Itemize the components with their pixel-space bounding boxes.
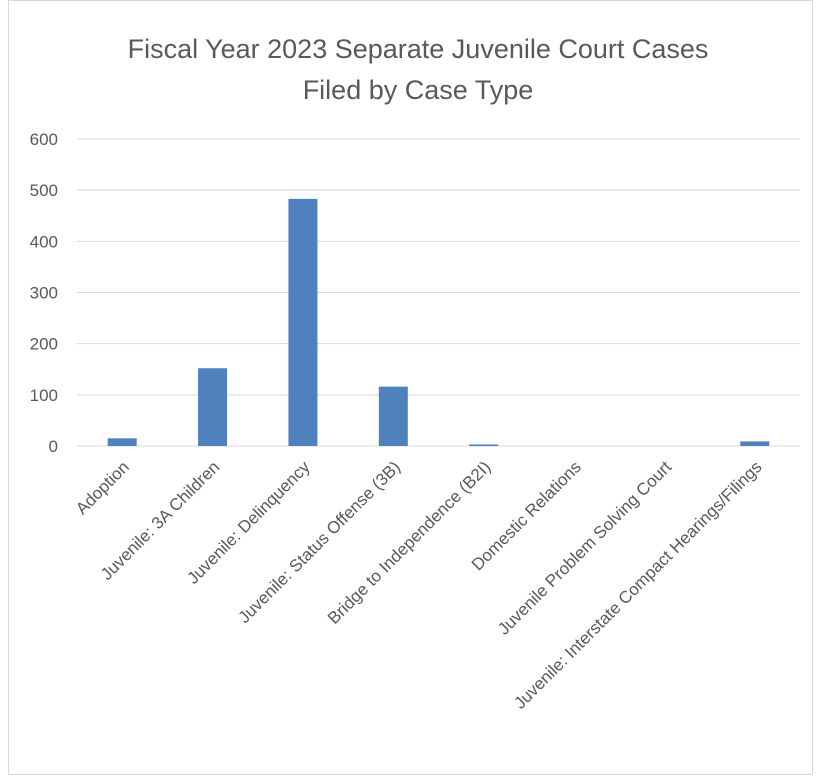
x-category-label: Bridge to Independence (B2I) bbox=[324, 457, 494, 627]
bar bbox=[288, 198, 318, 446]
y-tick-label: 100 bbox=[30, 386, 58, 405]
y-tick-label: 300 bbox=[30, 284, 58, 303]
bar bbox=[107, 438, 137, 446]
y-tick-label: 500 bbox=[30, 181, 58, 200]
x-category-label: Juvenile: Status Offense (3B) bbox=[235, 457, 405, 627]
x-category-label: Juvenile Problem Solving Court bbox=[494, 457, 675, 638]
chart-title-line-1: Fiscal Year 2023 Separate Juvenile Court… bbox=[128, 34, 709, 64]
chart-frame bbox=[8, 0, 813, 775]
bar bbox=[198, 368, 228, 446]
bar bbox=[469, 444, 499, 446]
y-tick-label: 600 bbox=[30, 130, 58, 149]
y-tick-label: 0 bbox=[49, 437, 58, 456]
x-category-label: Adoption bbox=[72, 457, 133, 518]
y-tick-label: 200 bbox=[30, 335, 58, 354]
y-tick-label: 400 bbox=[30, 232, 58, 251]
chart-title-line-2: Filed by Case Type bbox=[303, 75, 534, 105]
bar bbox=[378, 386, 408, 446]
bar bbox=[740, 441, 770, 446]
